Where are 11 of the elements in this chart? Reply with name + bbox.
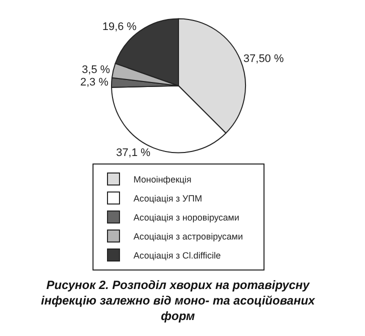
legend-label: Асоціація з Cl.difficile (134, 250, 221, 260)
data-label: 2,3 % (80, 76, 109, 89)
data-label: 37,50 % (243, 53, 284, 66)
data-label: 37,1 % (116, 147, 151, 160)
text: Рисунок 2. Розподіл хворих на ротавірусну інфекцію залежно від моно- та асоційованих форм (41, 278, 316, 324)
data-label: 3,5 % (82, 64, 110, 76)
legend-label: Асоціація з астровірусами (134, 231, 243, 242)
legend-label: Моноінфекція (134, 174, 192, 184)
legend-label: Асоціація з норовірусами (134, 212, 240, 222)
data-label: 19,6 % (102, 21, 137, 34)
legend-label: Асоціація з УПМ (134, 193, 202, 204)
